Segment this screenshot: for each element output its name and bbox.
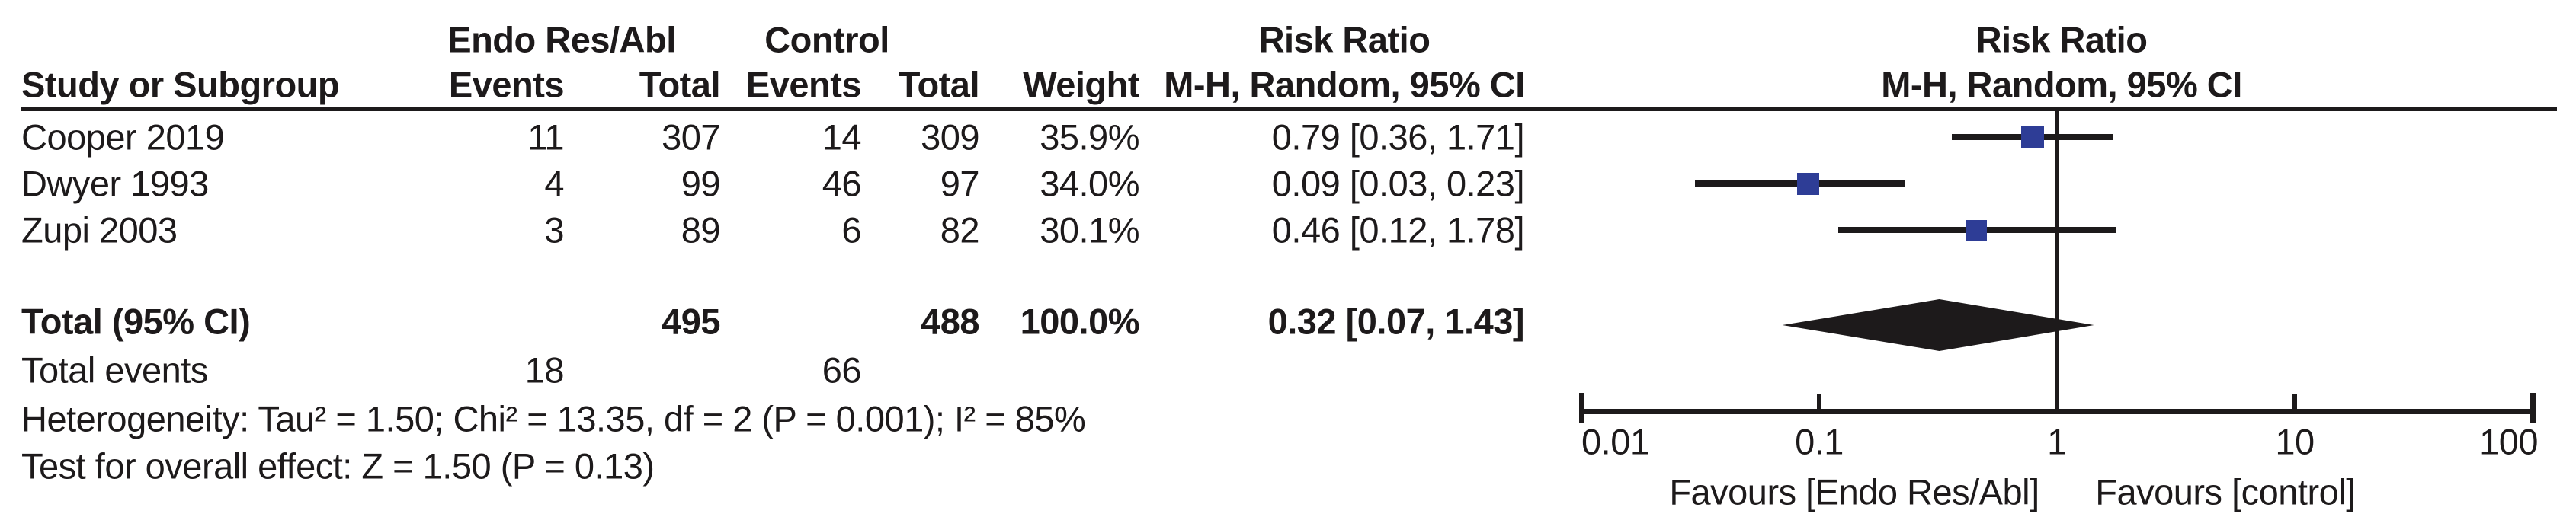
overall-effect-test: Test for overall effect: Z = 1.50 (P = 0… xyxy=(21,445,655,487)
x-axis-tick-0.1 xyxy=(1817,394,1821,411)
events2-column-header: Events xyxy=(745,64,862,105)
total1-column-header: Total xyxy=(639,64,721,105)
events1-column-header: Events xyxy=(448,64,565,105)
plot-method-header: M-H, Random, 95% CI xyxy=(1881,64,2242,105)
rr-ci-cell: 0.46 [0.12, 1.78] xyxy=(1271,209,1525,251)
tick-label-10: 10 xyxy=(2275,421,2315,462)
study-point-square-zupi-2003 xyxy=(1966,219,1988,241)
col-group-treatment-header: Endo Res/Abl xyxy=(447,19,676,60)
study-label: Zupi 2003 xyxy=(21,209,178,251)
events2-cell: 6 xyxy=(841,209,861,251)
x-axis-tick-10 xyxy=(2292,394,2297,411)
study-point-square-dwyer-1993 xyxy=(1797,172,1820,195)
header-rule xyxy=(21,107,2557,111)
events1-cell: 11 xyxy=(527,116,564,158)
summary-diamond xyxy=(1782,299,2094,351)
tick-label-0.1: 0.1 xyxy=(1795,421,1844,462)
weight-cell: 35.9% xyxy=(1040,116,1139,158)
rr-ci-cell: 0.79 [0.36, 1.71] xyxy=(1271,116,1525,158)
heterogeneity-stats: Heterogeneity: Tau² = 1.50; Chi² = 13.35… xyxy=(21,398,1086,439)
study-point-square-cooper-2019 xyxy=(2021,126,2045,148)
x-axis-tick-1 xyxy=(2055,394,2059,411)
weight-column-header: Weight xyxy=(1023,64,1139,105)
events1-cell: 3 xyxy=(544,209,564,251)
total-events-label: Total events xyxy=(21,349,208,391)
total2-cell: 309 xyxy=(921,116,979,158)
total2-column-header: Total xyxy=(898,64,980,105)
total2-sum: 488 xyxy=(921,301,979,342)
total-events-treatment: 18 xyxy=(524,349,565,391)
rr-ci-cell: 0.09 [0.03, 0.23] xyxy=(1271,163,1525,204)
total2-cell: 82 xyxy=(940,209,980,251)
favours-right-label: Favours [control] xyxy=(2095,471,2356,512)
x-axis-tick-100 xyxy=(2530,393,2536,423)
x-axis-line xyxy=(1581,409,2536,414)
total1-cell: 89 xyxy=(681,209,721,251)
study-label: Cooper 2019 xyxy=(21,116,225,158)
tick-label-1: 1 xyxy=(2047,421,2067,462)
study-label: Dwyer 1993 xyxy=(21,163,209,204)
no-effect-reference-line xyxy=(2055,107,2059,413)
plot-risk-ratio-header: Risk Ratio xyxy=(1975,19,2148,60)
total-events-control: 66 xyxy=(822,349,862,391)
weight-cell: 34.0% xyxy=(1040,163,1139,204)
favours-left-label: Favours [Endo Res/Abl] xyxy=(1669,471,2039,512)
total1-cell: 307 xyxy=(662,116,720,158)
events2-cell: 14 xyxy=(822,116,862,158)
total1-cell: 99 xyxy=(681,163,721,204)
total1-sum: 495 xyxy=(662,301,720,342)
total-row-label: Total (95% CI) xyxy=(21,301,251,342)
table-method-header: M-H, Random, 95% CI xyxy=(1164,64,1525,105)
weight-sum: 100.0% xyxy=(1020,301,1140,342)
events1-cell: 4 xyxy=(544,163,564,204)
table-risk-ratio-header: Risk Ratio xyxy=(1258,19,1431,60)
weight-cell: 30.1% xyxy=(1040,209,1139,251)
tick-label-100: 100 xyxy=(2479,421,2538,462)
total2-cell: 97 xyxy=(940,163,980,204)
events2-cell: 46 xyxy=(822,163,862,204)
pooled-rr-ci: 0.32 [0.07, 1.43] xyxy=(1267,301,1525,342)
tick-label-0.01: 0.01 xyxy=(1581,421,1650,462)
col-group-control-header: Control xyxy=(764,19,889,60)
study-column-header: Study or Subgroup xyxy=(21,64,340,105)
x-axis-tick-0.01 xyxy=(1579,393,1584,423)
